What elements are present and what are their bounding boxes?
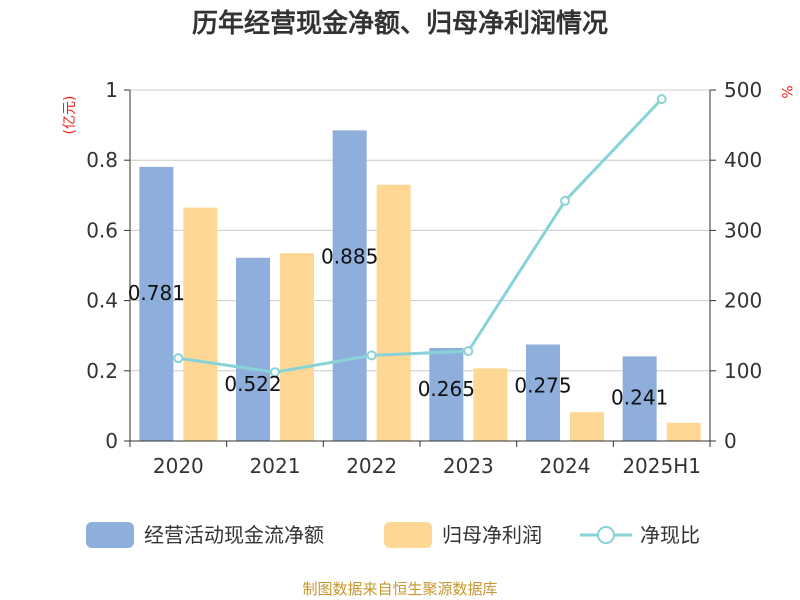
ratio-line-path (178, 98, 663, 374)
bar-net-profit (183, 207, 218, 441)
bar-cash-flow (139, 166, 174, 441)
ratio-line (173, 94, 667, 378)
bar-net-profit (570, 412, 604, 441)
x-tick-label: 2021 (250, 454, 301, 478)
data-label-cash-flow: 0.275 (514, 373, 571, 397)
right-tick-label: 200 (724, 289, 762, 313)
legend-swatch-net-profit (384, 522, 432, 548)
bar-cash-flow (526, 344, 560, 441)
data-label-cash-flow: 0.241 (611, 385, 668, 409)
ratio-point (366, 350, 377, 361)
bar-net-profit (666, 422, 701, 441)
axes: 0 0.2 0.4 0.6 0.8 1 0 100 200 300 400 500 2020 2021 20… (62, 78, 794, 478)
ratio-point (270, 367, 280, 378)
left-tick-label: 0 (105, 429, 118, 453)
right-tick-label: 500 (724, 78, 762, 102)
data-label-cash-flow: 0.265 (418, 377, 475, 401)
x-tick-label: 2025H1 (622, 454, 701, 478)
left-tick-label: 0.4 (86, 289, 118, 313)
left-axis-unit: (亿元) (62, 96, 78, 135)
data-label-cash-flow: 0.885 (321, 245, 378, 269)
grid-lines (130, 89, 710, 372)
bar-net-profit (376, 184, 411, 441)
legend: 经营活动现金流净额 归母净利润 净现比 (86, 522, 700, 548)
bar-cash-flow (429, 347, 464, 441)
bar-cash-flow (236, 257, 270, 441)
left-tick-label: 0.2 (86, 359, 118, 383)
legend-marker-ratio (597, 526, 615, 544)
ratio-point (463, 346, 474, 357)
bar-cash-flow (622, 356, 657, 441)
ratio-point (173, 353, 184, 364)
left-tick-label: 0.6 (86, 218, 118, 242)
right-tick-label: 100 (724, 359, 762, 383)
legend-swatch-cash-flow (86, 522, 134, 548)
left-tick-label: 1 (105, 78, 118, 102)
bar-net-profit (473, 368, 508, 441)
data-label-cash-flow: 0.781 (128, 281, 185, 305)
x-tick-label: 2020 (153, 454, 204, 478)
x-tick-label: 2022 (346, 454, 397, 478)
legend-label-ratio: 净现比 (640, 523, 700, 547)
right-tick-label: 0 (724, 429, 737, 453)
chart-title: 历年经营现金净额、归母净利润情况 (192, 8, 608, 39)
left-tick-label: 0.8 (86, 148, 118, 172)
bar-marks (139, 130, 701, 442)
right-axis-unit: % (778, 85, 794, 98)
ratio-point (656, 94, 667, 105)
bar-cash-flow (332, 130, 367, 442)
bar-net-profit (280, 253, 314, 441)
right-tick-label: 300 (724, 218, 762, 242)
x-tick-label: 2024 (540, 454, 591, 478)
data-labels: 0.781 0.522 0.885 0.265 0.275 0.241 (128, 245, 669, 410)
right-tick-label: 400 (724, 148, 762, 172)
ratio-point (560, 195, 570, 206)
source-note: 制图数据来自恒生聚源数据库 (302, 580, 497, 598)
data-label-cash-flow: 0.522 (224, 372, 281, 396)
x-tick-label: 2023 (443, 454, 494, 478)
legend-label-net-profit: 归母净利润 (442, 523, 542, 547)
legend-label-cash-flow: 经营活动现金流净额 (144, 523, 324, 547)
